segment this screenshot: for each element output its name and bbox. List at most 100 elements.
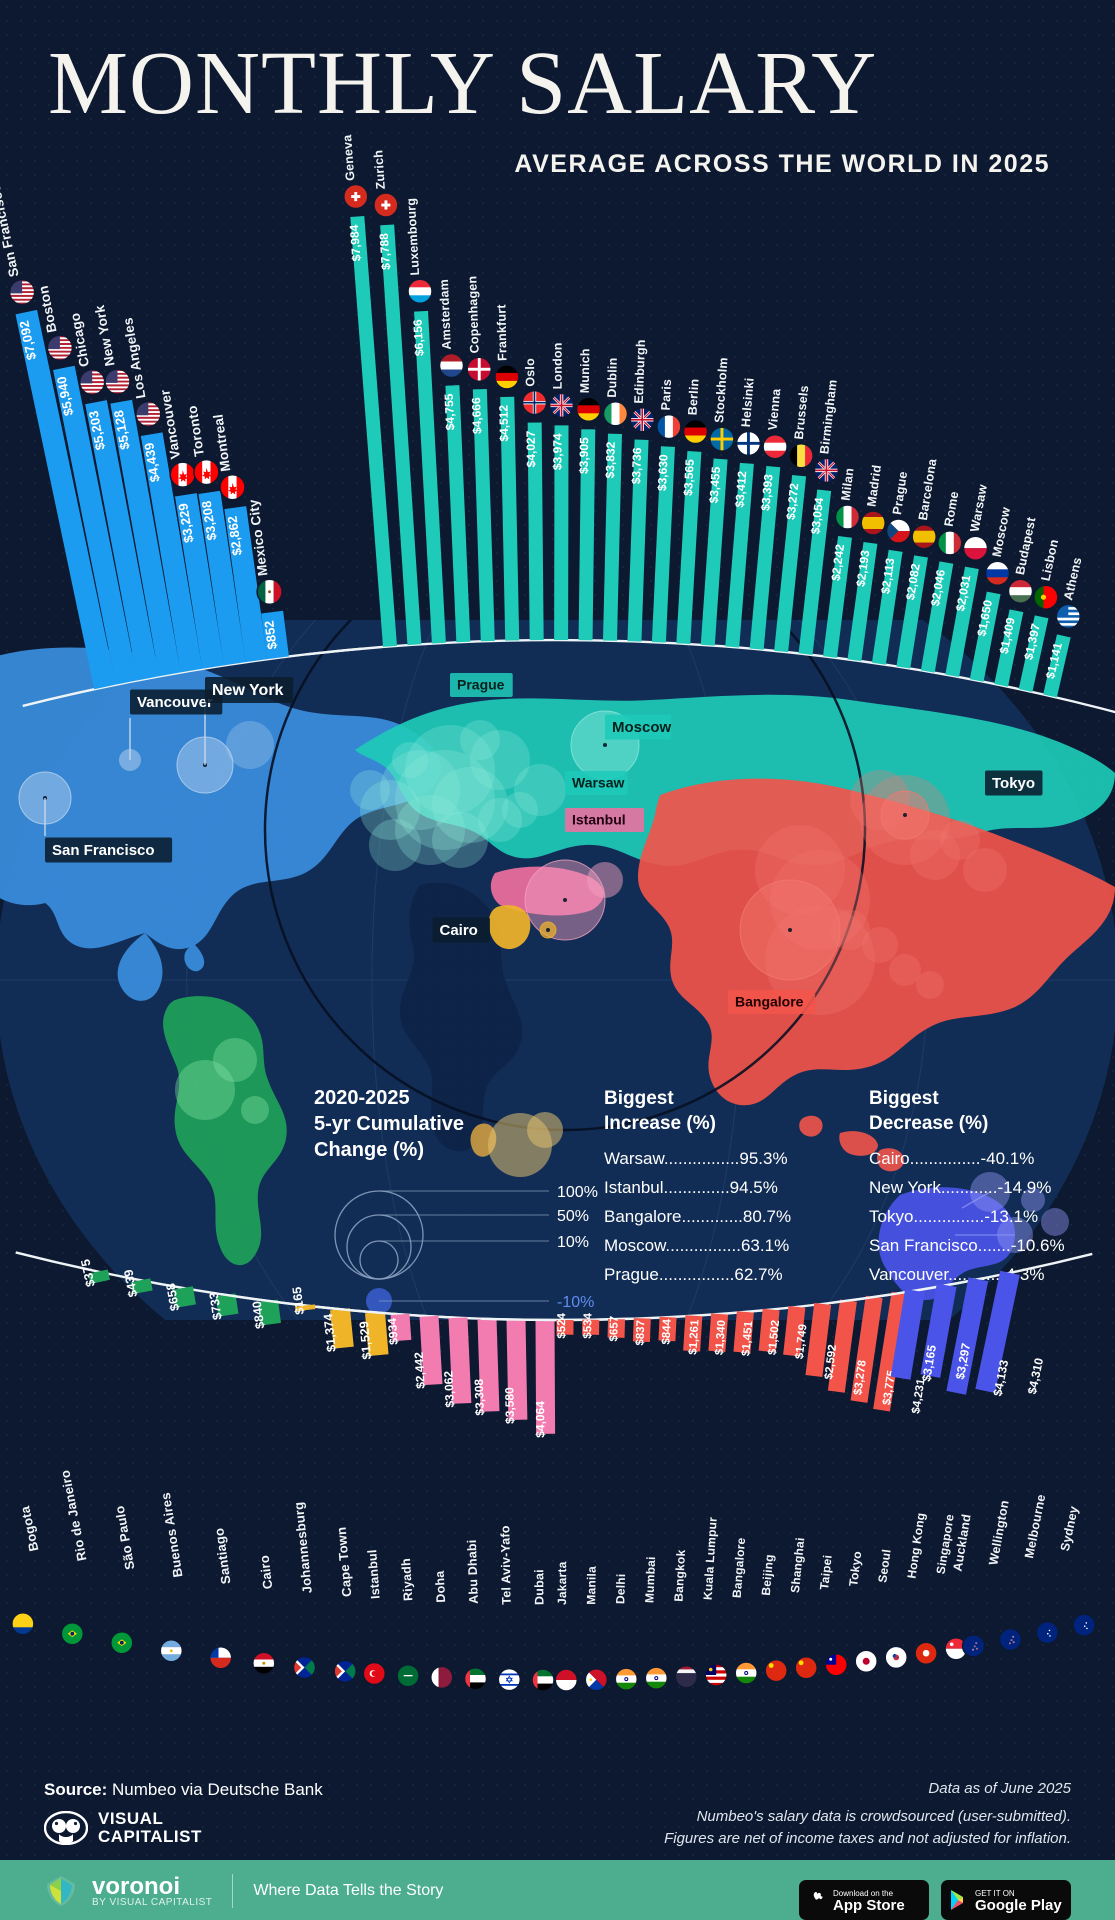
svg-text:Johannesburg: Johannesburg <box>291 1501 315 1594</box>
svg-text:Tel Aviv-Yafo: Tel Aviv-Yafo <box>498 1525 513 1605</box>
svg-text:Paris: Paris <box>659 379 674 411</box>
svg-text:Change (%): Change (%) <box>314 1139 424 1161</box>
svg-text:Increase (%): Increase (%) <box>604 1113 716 1134</box>
svg-text:$3,062: $3,062 <box>441 1370 457 1408</box>
svg-text:Melbourne: Melbourne <box>1022 1493 1048 1559</box>
svg-text:Abu Dhabi: Abu Dhabi <box>465 1539 481 1604</box>
svg-text:Wellington: Wellington <box>986 1499 1011 1566</box>
svg-text:Madrid: Madrid <box>864 464 884 508</box>
svg-text:San Francisco.......-10.6%: San Francisco.......-10.6% <box>869 1236 1065 1255</box>
svg-text:Kuala Lumpur: Kuala Lumpur <box>701 1516 720 1600</box>
svg-text:Helsinki: Helsinki <box>739 377 757 428</box>
svg-text:$3,308: $3,308 <box>472 1378 487 1415</box>
svg-text:Manila: Manila <box>584 1566 599 1605</box>
svg-text:Decrease (%): Decrease (%) <box>869 1113 988 1134</box>
svg-text:$534: $534 <box>582 1312 594 1338</box>
svg-text:London: London <box>551 342 565 389</box>
svg-text:$1,749: $1,749 <box>794 1324 810 1360</box>
svg-text:Bogota: Bogota <box>17 1504 41 1553</box>
svg-text:Istanbul: Istanbul <box>365 1549 382 1599</box>
svg-text:Hong Kong: Hong Kong <box>904 1512 927 1580</box>
svg-text:Riyadh: Riyadh <box>399 1558 415 1602</box>
svg-text:Buenos Aires: Buenos Aires <box>158 1491 186 1578</box>
svg-text:Copenhagen: Copenhagen <box>465 276 481 354</box>
svg-text:Rome: Rome <box>942 490 962 527</box>
svg-text:$4,231: $4,231 <box>910 1377 927 1414</box>
svg-text:Stockholm: Stockholm <box>712 357 730 424</box>
svg-text:$3,974: $3,974 <box>550 433 564 470</box>
svg-text:Prague: Prague <box>890 470 910 515</box>
svg-text:$657: $657 <box>608 1316 621 1342</box>
svg-text:Sydney: Sydney <box>1058 1505 1081 1553</box>
svg-text:Zurich: Zurich <box>371 150 388 190</box>
svg-text:Mumbai: Mumbai <box>642 1556 658 1603</box>
svg-text:$4,064: $4,064 <box>533 1401 547 1438</box>
svg-text:Warsaw................95.3%: Warsaw................95.3% <box>604 1149 788 1168</box>
svg-text:San Francisco: San Francisco <box>52 842 155 859</box>
svg-text:$165: $165 <box>290 1286 307 1315</box>
svg-text:$3,580: $3,580 <box>502 1387 517 1424</box>
svg-text:Frankfurt: Frankfurt <box>494 304 509 362</box>
svg-text:$4,310: $4,310 <box>1025 1356 1046 1395</box>
svg-text:Cairo: Cairo <box>257 1554 276 1590</box>
svg-text:$837: $837 <box>634 1320 647 1346</box>
svg-text:Luxembourg: Luxembourg <box>404 198 422 276</box>
svg-text:$4,512: $4,512 <box>496 404 511 441</box>
svg-text:Barcelona: Barcelona <box>916 457 940 522</box>
svg-text:5-yr Cumulative: 5-yr Cumulative <box>314 1113 464 1135</box>
svg-text:$4,027: $4,027 <box>524 430 538 467</box>
svg-text:10%: 10% <box>557 1234 589 1251</box>
svg-text:$3,736: $3,736 <box>629 447 644 484</box>
svg-text:New York............-14.9%: New York............-14.9% <box>869 1178 1051 1197</box>
svg-text:$4,755: $4,755 <box>442 393 458 431</box>
svg-text:Berlin: Berlin <box>685 378 701 415</box>
svg-text:$7,984: $7,984 <box>347 224 364 262</box>
svg-text:São Paulo: São Paulo <box>112 1505 138 1571</box>
svg-text:$1,261: $1,261 <box>687 1319 701 1355</box>
svg-text:Taipei: Taipei <box>817 1554 835 1590</box>
svg-text:$3,630: $3,630 <box>655 454 671 492</box>
svg-text:Google Play: Google Play <box>975 1897 1062 1914</box>
svg-text:$844: $844 <box>660 1318 673 1345</box>
svg-text:Warsaw: Warsaw <box>968 483 990 533</box>
svg-text:Dubai: Dubai <box>532 1569 546 1605</box>
svg-text:Chicago: Chicago <box>67 312 92 368</box>
svg-text:Cairo...............-40.1%: Cairo...............-40.1% <box>869 1149 1034 1168</box>
svg-text:Tokyo: Tokyo <box>992 775 1035 792</box>
svg-text:Doha: Doha <box>433 1569 448 1602</box>
svg-text:Amsterdam: Amsterdam <box>437 279 454 350</box>
svg-text:Moscow: Moscow <box>612 719 672 736</box>
svg-text:Milan: Milan <box>839 467 857 501</box>
svg-text:Brussels: Brussels <box>792 385 811 441</box>
svg-text:$7,788: $7,788 <box>377 232 393 270</box>
svg-text:$1,502: $1,502 <box>767 1319 782 1355</box>
svg-text:Cairo: Cairo <box>440 922 478 939</box>
svg-text:Istanbul: Istanbul <box>572 812 626 828</box>
svg-text:Warsaw: Warsaw <box>572 775 625 791</box>
svg-text:$934: $934 <box>385 1317 401 1345</box>
svg-text:Biggest: Biggest <box>869 1088 939 1109</box>
svg-text:$4,666: $4,666 <box>469 397 484 434</box>
svg-text:Tokyo: Tokyo <box>846 1550 864 1587</box>
svg-text:2020-2025: 2020-2025 <box>314 1087 410 1109</box>
svg-text:Beijing: Beijing <box>759 1554 776 1596</box>
svg-text:Tokyo...............-13.1%: Tokyo...............-13.1% <box>869 1207 1038 1226</box>
svg-text:Moscow: Moscow <box>990 506 1013 558</box>
svg-text:Jakarta: Jakarta <box>555 1561 569 1605</box>
svg-text:Bangalore.............80.7%: Bangalore.............80.7% <box>604 1207 791 1226</box>
svg-text:Rio de Janeiro: Rio de Janeiro <box>57 1469 89 1563</box>
svg-text:New York: New York <box>92 304 118 368</box>
svg-text:$524: $524 <box>556 1312 568 1338</box>
svg-text:$6,156: $6,156 <box>410 319 426 357</box>
svg-text:Toronto: Toronto <box>185 404 207 457</box>
svg-text:Santiago: Santiago <box>211 1527 233 1585</box>
svg-text:Munich: Munich <box>578 348 593 393</box>
svg-text:$3,455: $3,455 <box>707 466 724 504</box>
svg-text:$3,905: $3,905 <box>577 437 591 474</box>
svg-text:Bangkok: Bangkok <box>671 1549 688 1602</box>
svg-text:Bangalore: Bangalore <box>730 1537 748 1598</box>
svg-text:Biggest: Biggest <box>604 1088 674 1109</box>
svg-text:$3,832: $3,832 <box>603 441 618 478</box>
svg-text:Bangalore: Bangalore <box>735 994 804 1010</box>
svg-text:Dublin: Dublin <box>605 357 620 397</box>
